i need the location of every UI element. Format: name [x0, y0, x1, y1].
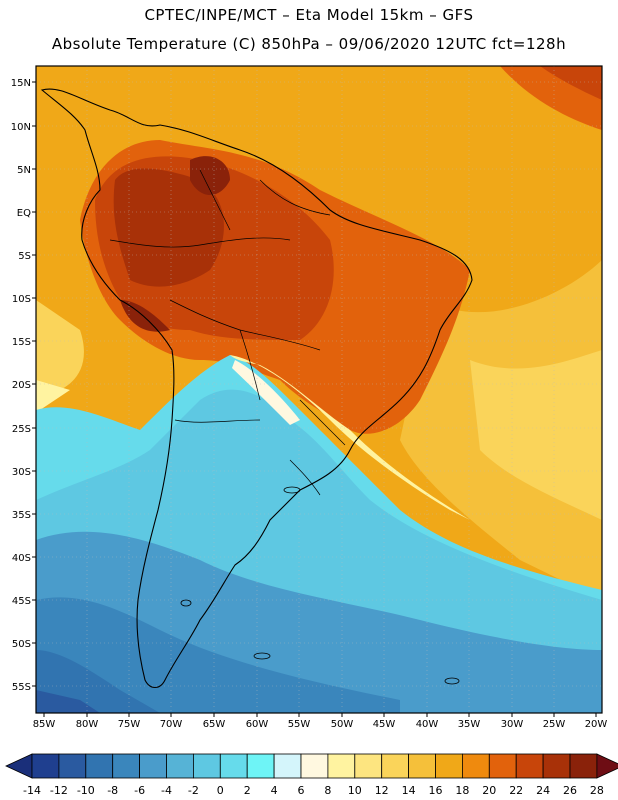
colorbar-label: 8: [324, 784, 331, 797]
lat-label: 10N: [11, 122, 31, 133]
lat-label: 40S: [12, 553, 31, 564]
colorbar-swatch: [85, 753, 114, 779]
colorbar-swatch: [300, 753, 329, 779]
colorbar-label: 14: [402, 784, 416, 797]
colorbar-swatch: [515, 753, 544, 779]
lat-label: 5S: [18, 251, 31, 262]
colorbar-swatch: [139, 753, 167, 779]
colorbar-label: -2: [188, 784, 199, 797]
colorbar-high-arrow: [596, 753, 618, 779]
colorbar-swatch: [192, 753, 221, 779]
colorbar-swatch: [166, 753, 194, 779]
colorbar-low-arrow: [5, 753, 33, 779]
colorbar-label: -14: [23, 784, 41, 797]
colorbar-label: 0: [217, 784, 224, 797]
colorbar-label: -10: [77, 784, 95, 797]
lon-label: 55W: [288, 719, 311, 730]
colorbar-swatch: [408, 753, 436, 779]
colorbar-label: 22: [509, 784, 523, 797]
lon-label: 60W: [246, 719, 269, 730]
lon-label: 20W: [585, 719, 608, 730]
lon-label: 75W: [118, 719, 141, 730]
colorbar-label: -6: [134, 784, 145, 797]
coastline: [40, 88, 473, 689]
colorbar-swatch: [488, 753, 517, 779]
lat-label: 25S: [12, 424, 31, 435]
colorbar-label: 20: [482, 784, 496, 797]
colorbar-label: 10: [348, 784, 362, 797]
lat-label: 30S: [12, 467, 31, 478]
colorbar-label: 4: [271, 784, 278, 797]
lon-label: 35W: [458, 719, 481, 730]
title-line-2: Absolute Temperature (C) 850hPa – 09/06/…: [51, 35, 567, 53]
colorbar-swatch: [435, 753, 463, 779]
colorbar-swatch: [219, 753, 248, 779]
colorbar-swatch: [542, 753, 571, 779]
colorbar-label: -8: [107, 784, 118, 797]
lon-label: 30W: [501, 719, 524, 730]
lon-label: 40W: [416, 719, 439, 730]
country-borders: [109, 169, 346, 496]
lat-label: 15S: [12, 337, 31, 348]
map-frame: [35, 65, 603, 714]
colorbar-swatch: [381, 753, 410, 779]
colorbar-label: 2: [244, 784, 251, 797]
lat-label: 55S: [12, 682, 31, 693]
colorbar-label: 28: [590, 784, 604, 797]
lat-label: 35S: [12, 510, 31, 521]
lat-label: EQ: [17, 208, 31, 219]
temperature-field: [36, 66, 602, 713]
lon-label: 80W: [76, 719, 99, 730]
lon-label: 85W: [33, 719, 56, 730]
colorbar-label: 12: [375, 784, 389, 797]
lon-label: 45W: [373, 719, 396, 730]
lon-label: 50W: [331, 719, 354, 730]
colorbar-swatch: [327, 753, 356, 779]
lon-label: 70W: [160, 719, 183, 730]
colorbar-label: 26: [563, 784, 577, 797]
colorbar-swatch: [273, 753, 302, 779]
colorbar-label: 6: [298, 784, 305, 797]
lat-label: 5N: [17, 165, 31, 176]
colorbar-swatch: [31, 753, 60, 779]
colorbar-swatch: [58, 753, 87, 779]
colorbar-label: -4: [161, 784, 172, 797]
title-line-1: CPTEC/INPE/MCT – Eta Model 15km – GFS: [144, 6, 474, 24]
colorbar-swatch: [461, 753, 490, 779]
colorbar-swatch: [112, 753, 140, 779]
colorbar-label: 24: [536, 784, 550, 797]
colorbar-swatch: [246, 753, 275, 779]
lat-label: 50S: [12, 639, 31, 650]
axis-ticks: 85W 80W 75W 70W 65W 60W 55W 50W 45W 40W 35W 30W 25W 2…: [11, 78, 608, 730]
colorbar-label: 16: [429, 784, 443, 797]
lat-label: 15N: [11, 78, 31, 89]
colorbar-label: -12: [50, 784, 68, 797]
temperature-map: 85W 80W 75W 70W 65W 60W 55W 50W 45W 40W 35W 30W 25W 2…: [11, 65, 608, 730]
colorbar-label: 18: [455, 784, 469, 797]
colorbar-swatch: [354, 753, 383, 779]
lat-label: 20S: [12, 380, 31, 391]
lat-label: 10S: [12, 294, 31, 305]
lon-label: 25W: [543, 719, 566, 730]
lat-label: 45S: [12, 596, 31, 607]
colorbar-swatch: [569, 753, 598, 779]
lon-label: 65W: [203, 719, 226, 730]
